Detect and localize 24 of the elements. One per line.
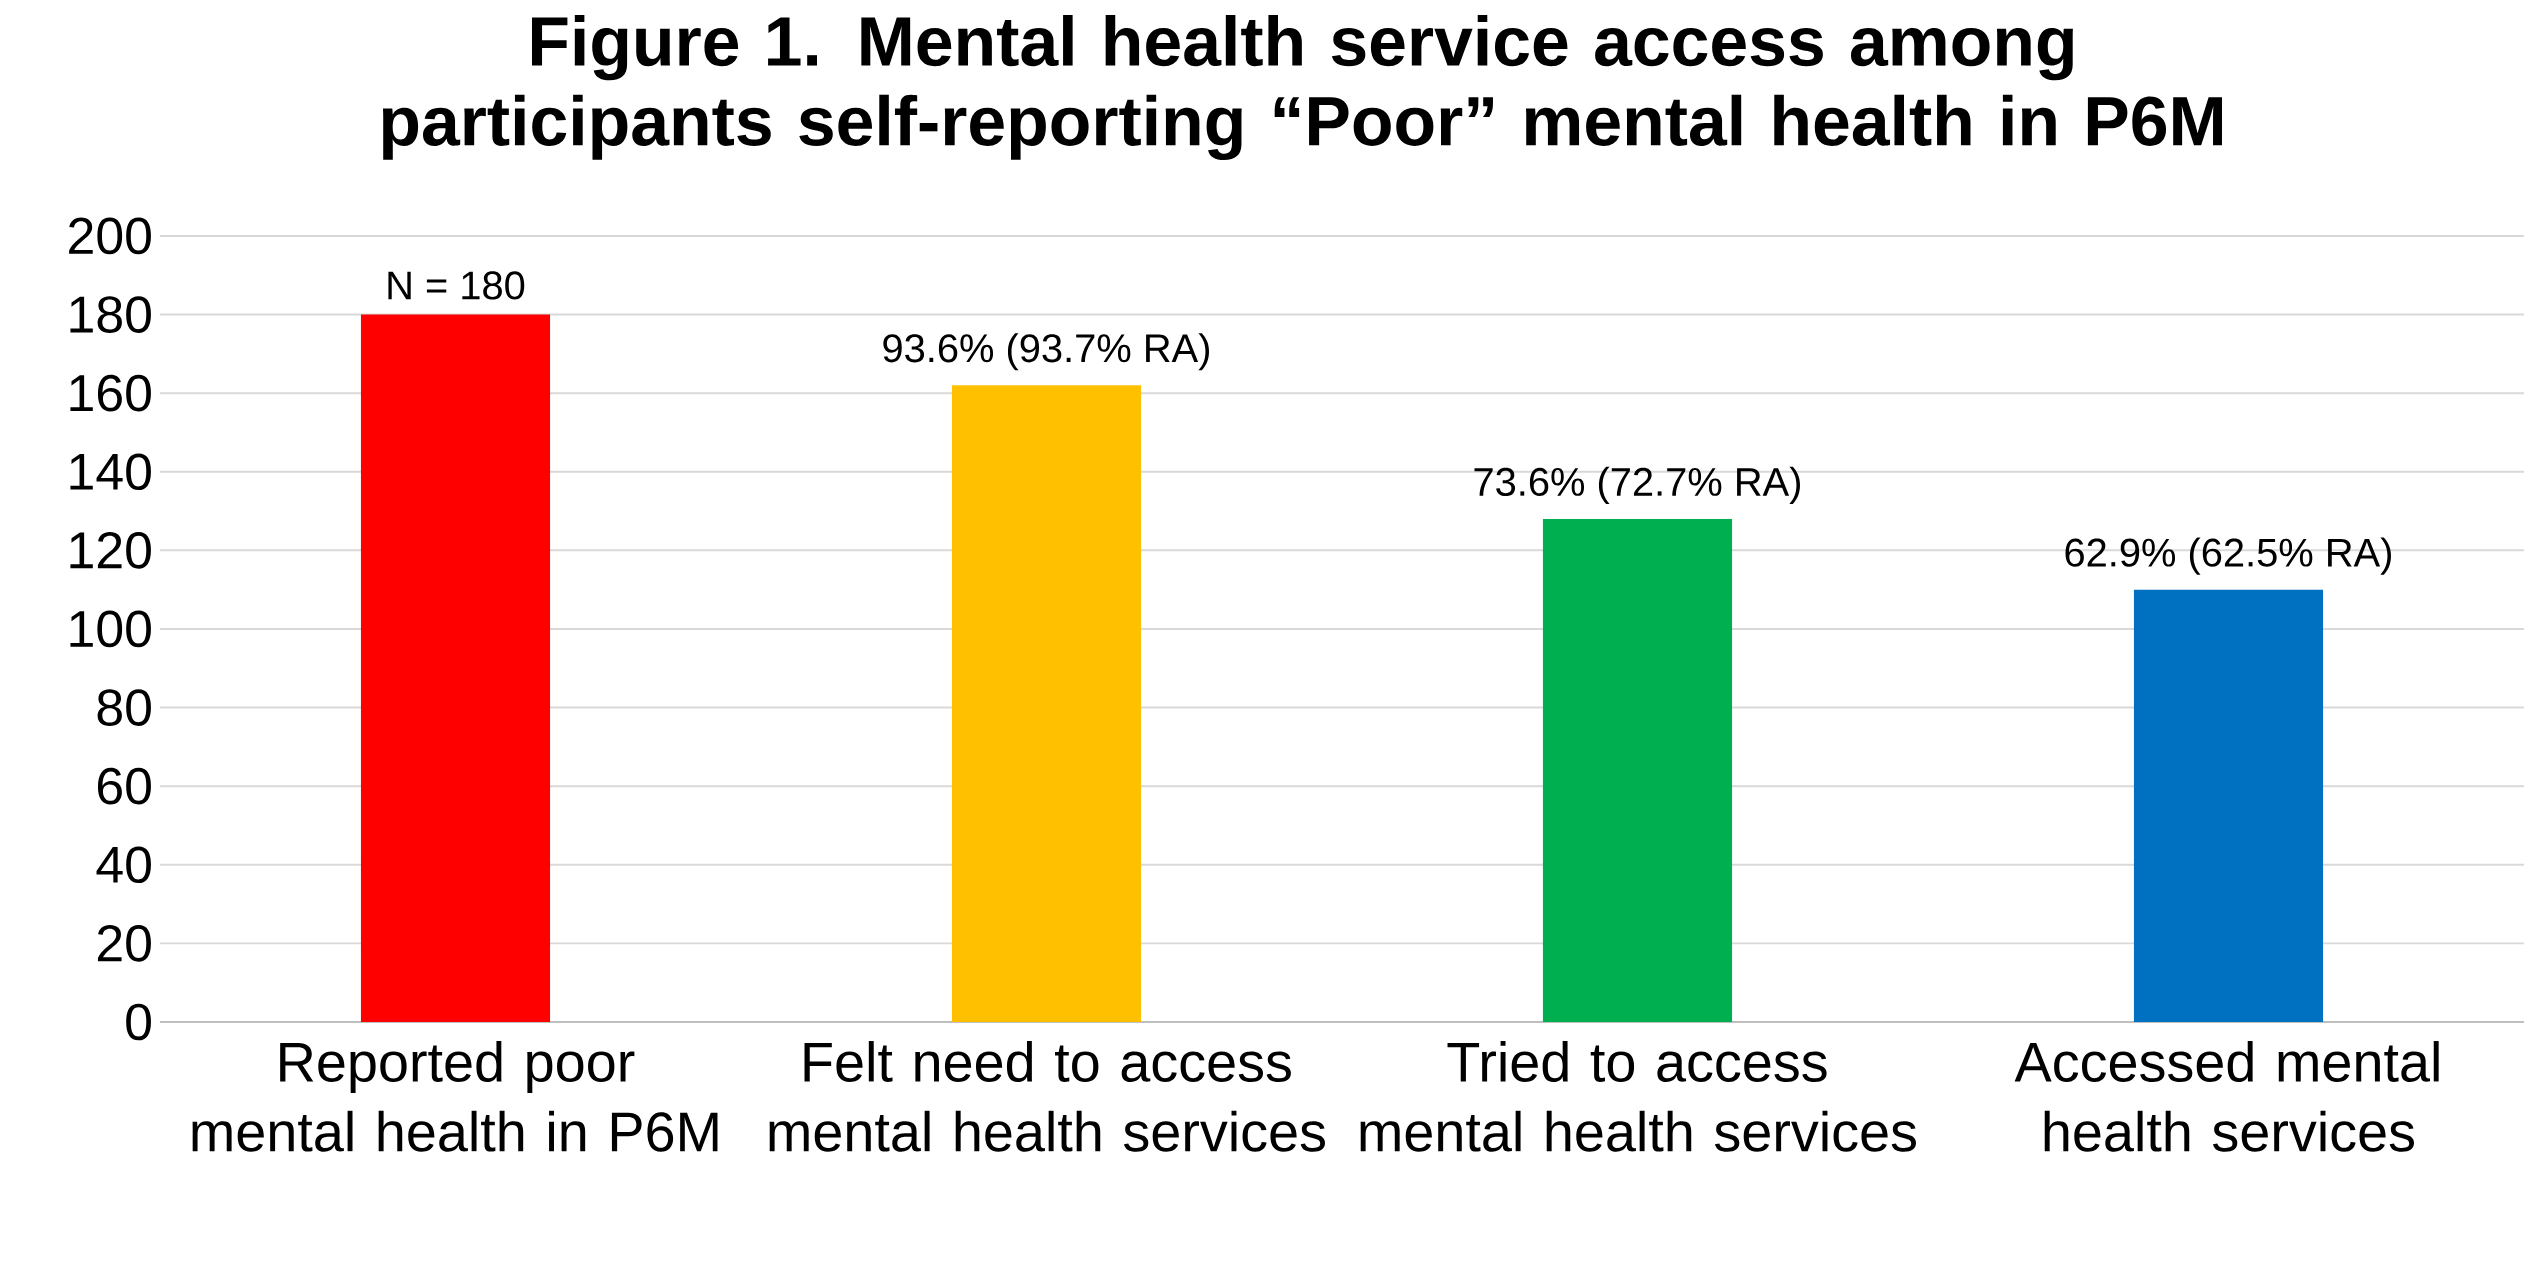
y-tick-label: 200 xyxy=(69,217,151,255)
y-tick-label: 80 xyxy=(97,689,151,726)
annotation: 73.6% (72.7% RA) xyxy=(1474,466,1800,504)
y-tick-label: 0 xyxy=(126,1003,151,1041)
x-tick-label: Accessed mental health services xyxy=(2014,1041,2439,1152)
y-tick-label: 20 xyxy=(97,925,151,962)
bar xyxy=(951,385,1142,1022)
y-tick-label: 140 xyxy=(70,453,151,491)
y-tick-label: 100 xyxy=(70,610,151,648)
x-tick-label: Felt need to access mental health services xyxy=(769,1041,1325,1152)
y-tick-label: 40 xyxy=(96,846,151,884)
bar xyxy=(360,314,551,1022)
y-tick-label: 60 xyxy=(97,767,151,805)
annotation: 62.9% (62.5% RA) xyxy=(2065,537,2391,575)
annotation: N = 180 xyxy=(388,271,525,300)
annotation: 93.6% (93.7% RA) xyxy=(883,333,1209,371)
x-tick-label: Tried to access mental health services xyxy=(1360,1041,1916,1152)
y-tick-label: 180 xyxy=(70,296,151,333)
bar xyxy=(1542,518,1733,1022)
chart-title: Figure 1. Mental health service access among participants self-reporting “Poor” mental health in P6M xyxy=(382,15,2222,161)
y-tick-label: 120 xyxy=(70,532,151,569)
x-tick-label: Reported poor mental health in P6M xyxy=(192,1041,718,1152)
y-tick-label: 160 xyxy=(70,374,151,412)
bar xyxy=(2133,589,2324,1022)
